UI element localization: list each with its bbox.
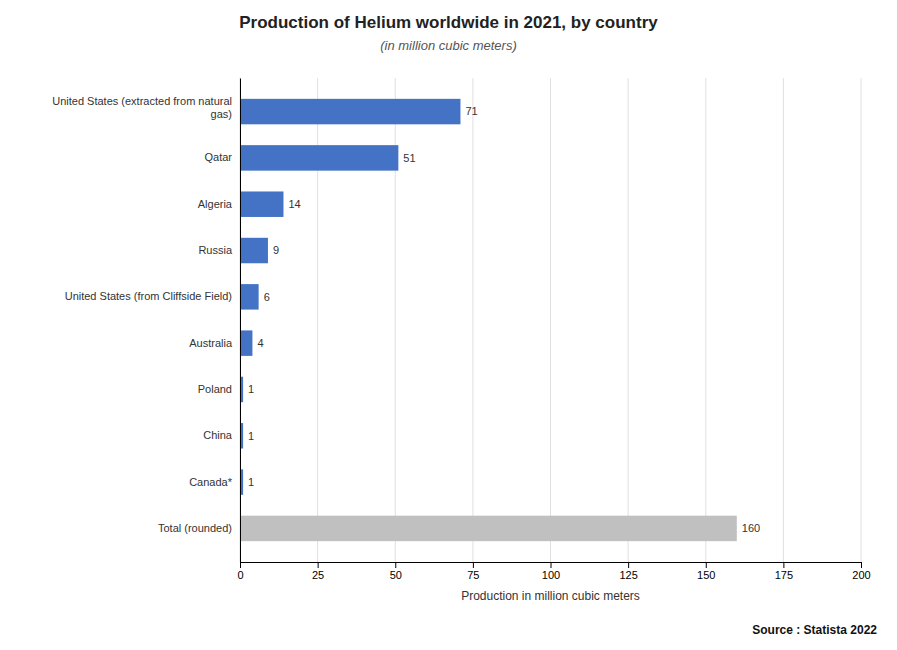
x-tick: 150 bbox=[697, 562, 715, 581]
x-tick-mark bbox=[240, 562, 241, 568]
bar bbox=[240, 516, 737, 541]
x-tick: 25 bbox=[312, 562, 324, 581]
x-tick-label: 125 bbox=[619, 569, 637, 581]
x-tick-label: 200 bbox=[852, 569, 870, 581]
y-tick: Algeria bbox=[198, 198, 233, 210]
grid-line bbox=[472, 78, 473, 562]
bar bbox=[240, 191, 283, 216]
data-label: 160 bbox=[742, 522, 760, 534]
data-label: 1 bbox=[248, 430, 254, 442]
x-tick-mark bbox=[628, 562, 629, 568]
y-tick-label-line: gas) bbox=[211, 108, 232, 120]
y-tick-label: Poland bbox=[198, 383, 232, 395]
x-tick: 0 bbox=[237, 562, 243, 581]
data-label: 14 bbox=[288, 198, 300, 210]
grid bbox=[240, 78, 861, 562]
bars bbox=[240, 99, 737, 541]
data-label: 71 bbox=[465, 105, 477, 117]
x-tick-label: 175 bbox=[775, 569, 793, 581]
x-tick: 175 bbox=[775, 562, 793, 581]
y-tick-label: Australia bbox=[189, 337, 233, 349]
x-tick-label: 100 bbox=[542, 569, 560, 581]
data-label: 1 bbox=[248, 476, 254, 488]
y-tick-label: Total (rounded) bbox=[158, 522, 232, 534]
annotation: Source : Statista 2022 bbox=[752, 623, 877, 637]
x-tick-mark bbox=[473, 562, 474, 568]
chart-container: Production of Helium worldwide in 2021, … bbox=[0, 0, 897, 650]
x-tick-mark bbox=[861, 562, 862, 568]
x-tick: 200 bbox=[852, 562, 870, 581]
x-tick-mark bbox=[318, 562, 319, 568]
x-tick: 75 bbox=[467, 562, 479, 581]
chart-svg: Production of Helium worldwide in 2021, … bbox=[0, 0, 897, 650]
x-tick-mark bbox=[783, 562, 784, 568]
y-tick: United States (extracted from naturalgas… bbox=[52, 95, 232, 120]
y-tick-label: Russia bbox=[198, 244, 233, 256]
bar bbox=[240, 284, 259, 309]
data-label: 51 bbox=[403, 152, 415, 164]
grid-line bbox=[240, 78, 241, 562]
y-tick: Poland bbox=[198, 383, 232, 395]
grid-line bbox=[705, 78, 706, 562]
data-label: 9 bbox=[273, 244, 279, 256]
data-label: 6 bbox=[264, 291, 270, 303]
x-tick-label: 150 bbox=[697, 569, 715, 581]
subtitle: (in million cubic meters) bbox=[380, 38, 517, 53]
y-tick-label: United States (from Cliffside Field) bbox=[65, 290, 232, 302]
x-tick: 50 bbox=[390, 562, 402, 581]
plot-area: 0 25 50 75 100 125 150 175 200 Total (rounded) Can… bbox=[52, 78, 870, 603]
y-tick: Total (rounded) bbox=[158, 522, 232, 534]
y-axis: Total (rounded) Canada* China Poland Austral… bbox=[52, 79, 240, 563]
y-tick-label-line: United States (extracted from natural bbox=[52, 95, 232, 107]
grid-line bbox=[861, 78, 862, 562]
y-tick: United States (from Cliffside Field) bbox=[65, 290, 232, 302]
x-tick-mark bbox=[551, 562, 552, 568]
bar bbox=[240, 99, 460, 124]
x-axis-title: Production in million cubic meters bbox=[461, 589, 640, 603]
x-tick-label: 0 bbox=[237, 569, 243, 581]
bar bbox=[240, 330, 252, 355]
y-tick: Australia bbox=[189, 337, 233, 349]
bar bbox=[240, 145, 398, 170]
data-label: 1 bbox=[248, 383, 254, 395]
y-tick: China bbox=[203, 429, 233, 441]
grid-line bbox=[783, 78, 784, 562]
bar bbox=[240, 238, 268, 263]
y-tick-label: Canada* bbox=[189, 476, 233, 488]
data-labels: 160111469145171 bbox=[248, 105, 760, 534]
x-tick-label: 25 bbox=[312, 569, 324, 581]
x-axis-line bbox=[241, 563, 862, 569]
x-tick-mark bbox=[706, 562, 707, 568]
y-tick: Canada* bbox=[189, 476, 233, 488]
y-tick-label: United States (extracted from naturalgas… bbox=[52, 95, 232, 120]
y-axis-line bbox=[240, 79, 241, 563]
x-tick-mark bbox=[395, 562, 396, 568]
y-tick-label: China bbox=[203, 429, 233, 441]
y-tick-label: Algeria bbox=[198, 198, 233, 210]
x-tick-label: 75 bbox=[467, 569, 479, 581]
x-tick: 100 bbox=[542, 562, 560, 581]
x-tick-label: 50 bbox=[390, 569, 402, 581]
x-axis: 0 25 50 75 100 125 150 175 200 bbox=[237, 562, 870, 581]
grid-line bbox=[628, 78, 629, 562]
data-label: 4 bbox=[257, 337, 263, 349]
y-tick: Qatar bbox=[204, 151, 232, 163]
y-tick: Russia bbox=[198, 244, 233, 256]
grid-line bbox=[550, 78, 551, 562]
y-tick-label: Qatar bbox=[204, 151, 232, 163]
x-tick: 125 bbox=[619, 562, 637, 581]
title: Production of Helium worldwide in 2021, … bbox=[239, 13, 658, 32]
